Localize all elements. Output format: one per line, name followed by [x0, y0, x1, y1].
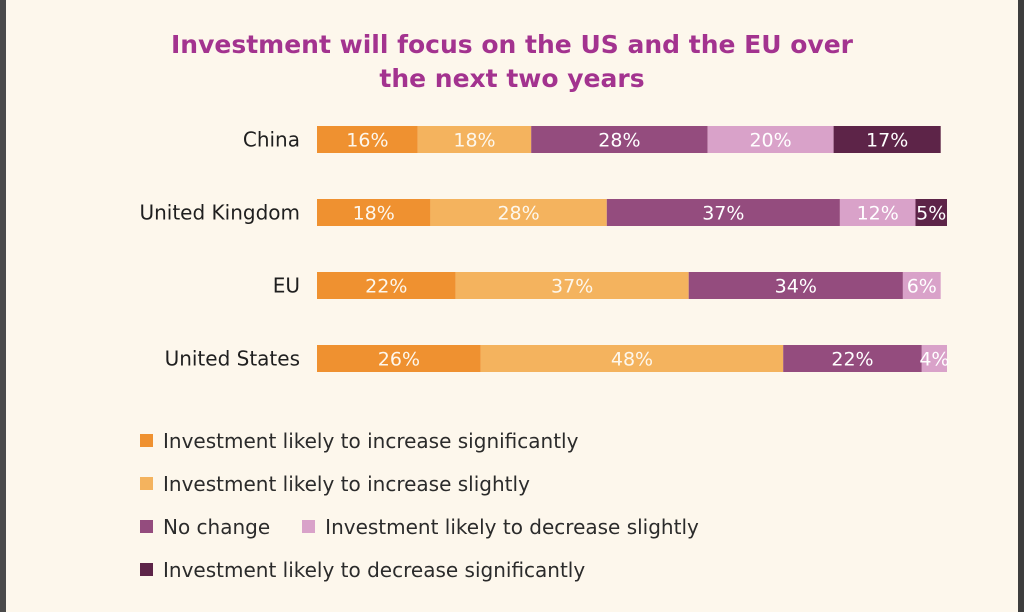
- bar-segment: [688, 272, 903, 299]
- category-label: United States: [165, 347, 300, 371]
- bar-segment: [902, 272, 941, 299]
- legend-item-decrease-slightly: Investment likely to decrease slightly: [302, 515, 699, 539]
- legend-label: No change: [163, 514, 271, 539]
- bar-value-label: 28%: [598, 130, 640, 152]
- bar-value-label: 28%: [497, 203, 539, 225]
- bar-value-label: 20%: [749, 130, 791, 152]
- legend-item-increase-significantly: Investment likely to increase significan…: [140, 429, 578, 453]
- bar-segment: [833, 126, 941, 153]
- legend-row: Investment likely to increase significan…: [140, 429, 840, 453]
- bar-value-label: 18%: [353, 203, 395, 225]
- legend-item-decrease-significantly: Investment likely to decrease significan…: [140, 558, 585, 582]
- bar-value-label: 34%: [775, 276, 817, 298]
- bar-segment: [430, 199, 607, 226]
- bar-segment: [317, 199, 431, 226]
- bar-segment: [707, 126, 834, 153]
- legend: Investment likely to increase significan…: [140, 429, 840, 602]
- category-label: EU: [273, 274, 300, 298]
- legend-label: Investment likely to decrease significan…: [163, 557, 586, 582]
- legend-swatch: [140, 563, 153, 576]
- legend-label: Investment likely to increase significan…: [163, 428, 579, 453]
- bar-value-label: 17%: [866, 130, 908, 152]
- bar-value-label: 18%: [453, 130, 495, 152]
- bar-segment: [606, 199, 840, 226]
- legend-swatch: [140, 434, 153, 447]
- legend-label: Investment likely to decrease slightly: [325, 514, 699, 539]
- right-edge-rule: [1018, 0, 1024, 612]
- category-label: United Kingdom: [139, 201, 300, 225]
- bar-value-label: 37%: [551, 276, 593, 298]
- left-edge-rule: [0, 0, 6, 612]
- bar-value-label: 26%: [378, 349, 420, 371]
- legend-item-increase-slightly: Investment likely to increase slightly: [140, 472, 530, 496]
- bar-segment: [417, 126, 532, 153]
- legend-label: Investment likely to increase slightly: [163, 471, 530, 496]
- legend-swatch: [140, 520, 153, 533]
- bar-segment: [317, 126, 418, 153]
- bar-segment: [915, 199, 947, 226]
- bar-value-label: 5%: [916, 203, 946, 225]
- bar-segment: [921, 345, 947, 372]
- bar-segment: [783, 345, 922, 372]
- chart-title: Investment will focus on the US and the …: [170, 30, 853, 93]
- legend-row: No change Investment likely to decrease …: [140, 515, 840, 539]
- bar-value-label: 6%: [907, 276, 937, 298]
- category-label: China: [243, 128, 300, 152]
- bar-value-label: 37%: [702, 203, 744, 225]
- legend-item-no-change: No change: [140, 515, 270, 539]
- legend-row: Investment likely to decrease significan…: [140, 558, 840, 582]
- bar-segment: [455, 272, 689, 299]
- bar-value-label: 22%: [831, 349, 873, 371]
- bar-segment: [317, 345, 481, 372]
- bar-value-label: 16%: [346, 130, 388, 152]
- bar-segment: [839, 199, 916, 226]
- legend-swatch: [302, 520, 316, 533]
- legend-row: Investment likely to increase slightly: [140, 472, 840, 496]
- bar-value-label: 48%: [611, 349, 653, 371]
- bar-value-label: 12%: [857, 203, 899, 225]
- bar-segment: [531, 126, 708, 153]
- bar-value-label: 22%: [365, 276, 407, 298]
- legend-swatch: [140, 477, 153, 490]
- bar-segment: [480, 345, 784, 372]
- bar-segment: [317, 272, 456, 299]
- bar-value-label: 4%: [919, 349, 949, 371]
